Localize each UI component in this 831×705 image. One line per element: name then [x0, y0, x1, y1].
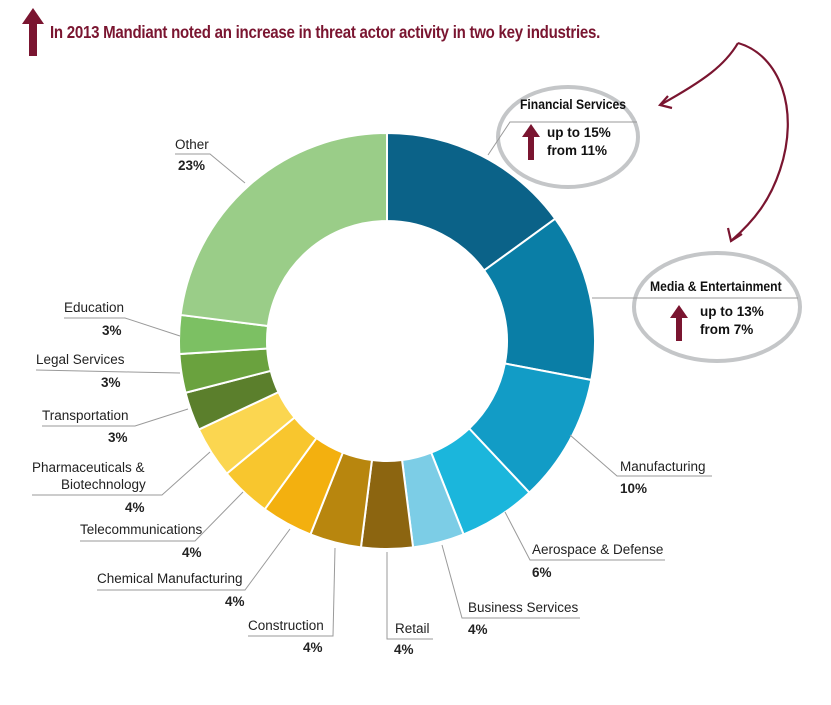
value-pharma: 4% — [125, 500, 145, 515]
callout-financial-line2: from 11% — [547, 142, 607, 160]
label-pharma-line2: Biotechnology — [61, 477, 146, 492]
value-legal-services: 3% — [101, 375, 121, 390]
label-education: Education — [64, 300, 124, 315]
value-transportation: 3% — [108, 430, 128, 445]
up-arrow-icon — [522, 124, 540, 160]
label-construction: Construction — [248, 618, 324, 633]
value-retail: 4% — [394, 642, 414, 657]
label-legal-services: Legal Services — [36, 352, 125, 367]
curved-arrows — [660, 43, 788, 241]
value-construction: 4% — [303, 640, 323, 655]
value-telecommunications: 4% — [182, 545, 202, 560]
label-other: Other — [175, 137, 209, 152]
label-pharma-line1: Pharmaceuticals & — [32, 460, 145, 475]
label-chemical-manufacturing: Chemical Manufacturing — [97, 571, 243, 586]
callout-financial-title: Financial Services — [520, 97, 626, 112]
value-business-services: 4% — [468, 622, 488, 637]
label-transportation: Transportation — [42, 408, 129, 423]
label-retail: Retail — [395, 621, 430, 636]
value-other: 23% — [178, 158, 205, 173]
slice-other — [181, 133, 387, 326]
callout-financial-line1: up to 15% — [547, 124, 611, 142]
value-aerospace-defense: 6% — [532, 565, 552, 580]
curved-arrow-to-financial — [660, 43, 738, 105]
value-chemical-manufacturing: 4% — [225, 594, 245, 609]
leader-legal — [36, 370, 180, 373]
curved-arrow-to-media — [731, 43, 788, 241]
label-aerospace-defense: Aerospace & Defense — [532, 542, 663, 557]
up-arrow-icon — [670, 305, 688, 341]
value-education: 3% — [102, 323, 122, 338]
label-manufacturing: Manufacturing — [620, 459, 706, 474]
leader-education — [64, 318, 180, 336]
arrowhead-media — [728, 228, 742, 241]
callout-media-line1: up to 13% — [700, 303, 764, 321]
callout-media-title: Media & Entertainment — [650, 279, 782, 294]
callout-media-line2: from 7% — [700, 321, 753, 339]
label-business-services: Business Services — [468, 600, 578, 615]
label-telecommunications: Telecommunications — [80, 522, 202, 537]
value-manufacturing: 10% — [620, 481, 647, 496]
